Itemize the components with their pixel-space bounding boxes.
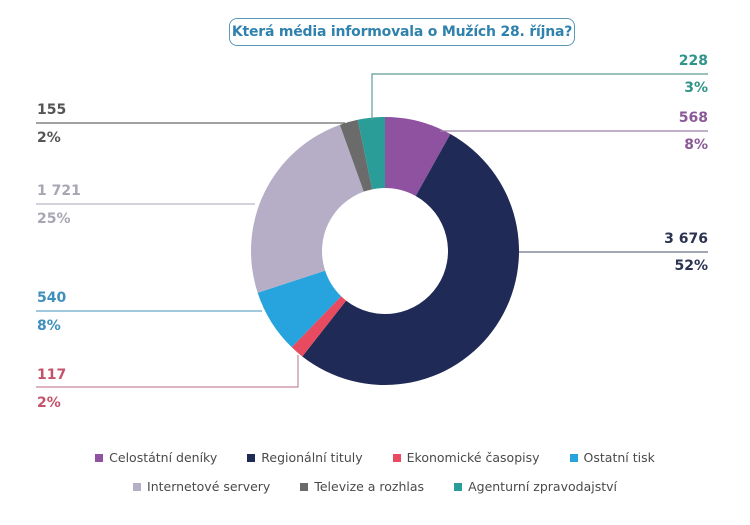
donut-slice — [257, 270, 342, 348]
legend-item-ekonomicke: Ekonomické časopisy — [392, 450, 540, 465]
label-internet-value: 1 721 — [37, 183, 81, 199]
legend-row-1: Celostátní deníky Regionální tituly Ekon… — [0, 450, 750, 465]
label-celostatni-pct: 8% — [684, 137, 708, 153]
legend-item-televize: Televize a rozhlas — [300, 479, 424, 494]
legend-swatch-icon — [569, 453, 578, 462]
legend-swatch-icon — [247, 453, 256, 462]
legend-item-ostatni: Ostatní tisk — [569, 450, 655, 465]
donut-slice — [385, 117, 451, 197]
legend-swatch-icon — [95, 453, 104, 462]
leader-line-ekonomicke — [36, 355, 299, 388]
legend-swatch-icon — [133, 482, 142, 491]
label-ekonomicke-pct: 2% — [37, 395, 61, 411]
label-celostatni-value: 568 — [678, 110, 708, 126]
label-televize-pct: 2% — [37, 130, 61, 146]
legend-label: Televize a rozhlas — [314, 479, 425, 494]
legend-row-2: Internetové servery Televize a rozhlas A… — [0, 479, 750, 494]
legend-label: Ostatní tisk — [583, 450, 655, 465]
label-ostatni-value: 540 — [37, 290, 67, 306]
label-internet-pct: 25% — [37, 211, 71, 227]
label-ekonomicke-value: 117 — [37, 367, 67, 383]
donut-slice — [302, 134, 519, 385]
label-regionalni-value: 3 676 — [664, 231, 708, 247]
donut-slice — [291, 296, 347, 357]
legend-swatch-icon — [392, 453, 401, 462]
legend-label: Ekonomické časopisy — [406, 450, 540, 465]
donut-slice — [251, 124, 364, 293]
chart-title: Která média informovala o Mužích 28. říj… — [229, 18, 575, 46]
legend-swatch-icon — [300, 482, 309, 491]
donut-slice — [339, 119, 373, 192]
label-televize-value: 155 — [37, 102, 67, 118]
legend-label: Celostátní deníky — [109, 450, 218, 465]
donut-slices — [251, 117, 519, 385]
label-agentura-value: 228 — [678, 53, 708, 69]
legend-item-regionalni: Regionální tituly — [247, 450, 363, 465]
leader-line-agentura — [371, 73, 708, 120]
legend-swatch-icon — [454, 482, 463, 491]
legend-label: Agenturní zpravodajství — [468, 479, 617, 494]
donut-slice — [357, 117, 385, 190]
legend-item-internet: Internetové servery — [133, 479, 270, 494]
legend-label: Internetové servery — [147, 479, 271, 494]
legend-item-celostatni: Celostátní deníky — [95, 450, 217, 465]
legend-item-agentura: Agenturní zpravodajství — [454, 479, 617, 494]
legend-label: Regionální tituly — [261, 450, 363, 465]
label-agentura-pct: 3% — [684, 80, 708, 96]
label-regionalni-pct: 52% — [674, 258, 708, 274]
label-ostatni-pct: 8% — [37, 318, 61, 334]
